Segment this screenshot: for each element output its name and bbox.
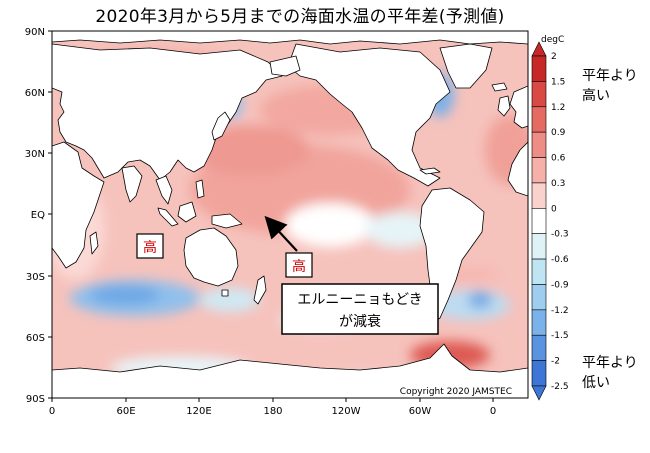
latitude-axis: 90N 60N 30N EQ 30S 60S 90S (25, 27, 52, 405)
colorbar-tick-label: 1.2 (551, 103, 565, 113)
antarctica (52, 343, 528, 398)
colorbar-segment (531, 360, 547, 387)
elnino-note-line2: が減衰 (339, 313, 381, 330)
colorbar-segment (531, 233, 547, 260)
colorbar-tick-label: -2 (551, 357, 560, 367)
lat-label-90n: 90N (25, 27, 45, 38)
lat-label-90s: 90S (26, 394, 45, 405)
lon-label-0-east: 0 (490, 406, 496, 417)
colorbar-segment (531, 334, 547, 361)
lat-label-30s: 30S (26, 272, 45, 283)
high-mark-indian-ocean: 高 (136, 233, 164, 259)
colorbar-tick-label: 0.6 (551, 154, 566, 164)
colorbar-tick-label: -0.9 (551, 280, 569, 290)
colorbar-tick-label: -1.2 (551, 306, 569, 316)
africa-west (507, 141, 528, 197)
lat-label-eq: EQ (31, 210, 45, 221)
indochina (155, 175, 173, 205)
land-masses (52, 31, 528, 398)
map-title: 2020年3月から5月までの海面水温の平年差(予測値) (95, 7, 505, 27)
india (121, 165, 143, 203)
colorbar-tick-label: -0.3 (551, 230, 569, 240)
lon-label-180: 180 (263, 406, 282, 417)
arrow-icon (264, 215, 298, 252)
lon-label-60w: 60W (409, 406, 432, 417)
colorbar-unit: degC (541, 35, 564, 45)
cuba (419, 167, 441, 175)
lat-label-30n: 30N (25, 149, 45, 160)
colorbar-segment (531, 55, 547, 82)
lon-label-120w: 120W (332, 406, 361, 417)
colorbar-tick-label: 0.3 (551, 179, 565, 189)
colorbar-segment (531, 157, 547, 184)
colorbar-tick-label: -2.5 (551, 382, 569, 392)
colorbar-segment (531, 309, 547, 336)
colorbar-tick-label: 0.9 (551, 128, 566, 138)
lon-label-0: 0 (49, 406, 55, 417)
colorbar-tick-label: 2 (551, 52, 557, 62)
australia (183, 227, 239, 287)
tasmania (221, 289, 229, 297)
lat-label-60s: 60S (26, 333, 45, 344)
colorbar-tick-label: 1.5 (551, 77, 565, 87)
borneo (177, 201, 197, 223)
north-america (287, 43, 451, 187)
colorbar-segment (531, 182, 547, 209)
colorbar-segments (531, 41, 547, 401)
colorbar-tick-label: 0 (551, 204, 557, 214)
colorbar-tick-label: -0.6 (551, 255, 569, 265)
colorbar-tick-label: -1.5 (551, 331, 569, 341)
svg-text:高: 高 (143, 239, 157, 256)
low-label-line1: 平年より (582, 355, 638, 371)
greenland (439, 43, 493, 89)
lon-label-60e: 60E (116, 406, 135, 417)
new-guinea (211, 213, 243, 229)
madagascar (89, 231, 99, 255)
africa (52, 141, 105, 269)
low-label-line2: 低い (582, 375, 610, 391)
elnino-note-line1: エルニーニョもどき (297, 292, 422, 308)
colorbar-bottom-arrow (531, 385, 547, 401)
copyright-text: Copyright 2020 JAMSTEC (400, 387, 512, 397)
eurasia (52, 43, 283, 181)
colorbar-segment (531, 208, 547, 234)
colorbar: degC 2 1.5 1.2 0.9 0.6 0.3 0 -0.3 -0.6 -0.9 -1.2 -1… (531, 35, 569, 401)
great-britain (497, 95, 511, 117)
alaska (269, 55, 301, 77)
high-mark-pacific: 高 (264, 215, 313, 278)
philippines (195, 179, 205, 199)
high-label-line1: 平年より (582, 68, 638, 84)
new-zealand (253, 275, 267, 305)
europe-west (509, 85, 528, 129)
colorbar-segment (531, 81, 547, 108)
colorbar-segment (531, 284, 547, 311)
map-panel (52, 31, 528, 398)
colorbar-segment (531, 258, 547, 285)
svg-text:高: 高 (292, 258, 306, 275)
colorbar-segment (531, 106, 547, 133)
sumatra (157, 207, 179, 227)
lon-label-120e: 120E (186, 406, 211, 417)
colorbar-ticks: 2 1.5 1.2 0.9 0.6 0.3 0 -0.3 -0.6 -0.9 -1.2 -1.5 -2 -… (551, 52, 569, 392)
high-label-line2: 高い (582, 87, 610, 104)
iceland (491, 82, 508, 92)
elnino-modoki-note: エルニーニョもどき が減衰 (281, 283, 439, 335)
longitude-axis: 0 60E 120E 180 120W 60W 0 (49, 398, 496, 417)
colorbar-segment (531, 131, 547, 158)
japan (211, 111, 231, 141)
arctic-land (52, 31, 528, 45)
lat-label-60n: 60N (25, 88, 45, 99)
